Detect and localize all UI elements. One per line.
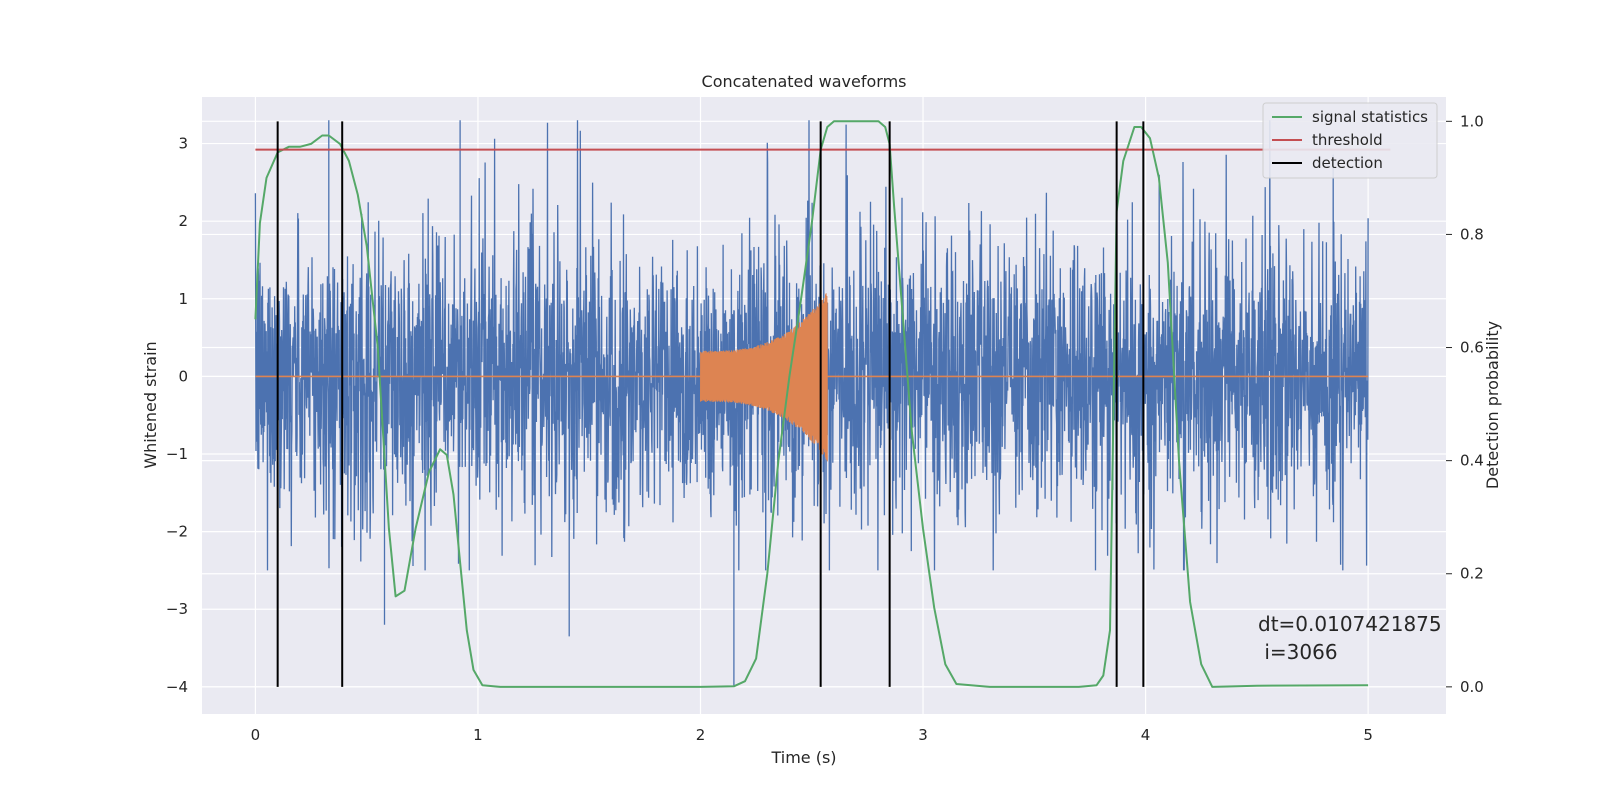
y-axis-label: Whitened strain [141,341,160,468]
y-tick-label: −1 [166,445,188,463]
y-tick-label: −4 [166,678,188,696]
injected-waveform-line [700,293,828,462]
y2-tick-label: 0.4 [1460,452,1484,470]
y2-tick-label: 0.6 [1460,339,1484,357]
x-tick-label: 5 [1363,726,1373,744]
chart-title: Concatenated waveforms [702,72,907,91]
x-tick-label: 1 [473,726,483,744]
y-tick-label: 1 [178,290,188,308]
legend-label-detection: detection [1312,154,1383,172]
y-tick-label: 3 [178,135,188,153]
signal-statistics-series [254,120,1369,688]
legend-label-threshold: threshold [1312,131,1383,149]
x-tick-label: 0 [251,726,261,744]
detection-lines [276,121,1145,687]
x-tick-label: 4 [1141,726,1151,744]
signal-statistics-line [254,120,1369,688]
axis-ticks: 0 1 2 3 4 5 −4 −3 −2 −1 0 1 2 3 0.0 0.2 0.4 0.6 0.8 1.0 [166,112,1484,744]
annotation-dt: dt=0.0107421875 [1258,612,1442,636]
y-tick-label: −2 [166,523,188,541]
y-tick-label: −3 [166,600,188,618]
legend: signal statistics threshold detection [1262,102,1438,179]
y-tick-label: 0 [178,367,188,385]
y2-tick-label: 0.2 [1460,565,1484,583]
legend-label-signal-statistics: signal statistics [1312,108,1428,126]
y2-tick-label: 1.0 [1460,112,1484,130]
y-tick-label: 2 [178,212,188,230]
y2-tick-label: 0.8 [1460,225,1484,243]
x-tick-label: 3 [918,726,928,744]
legend-box [1262,102,1438,179]
x-axis-label: Time (s) [770,748,836,767]
annotation-index: i=3066 [1258,640,1338,664]
x-tick-label: 2 [696,726,706,744]
injected-waveform-series [255,293,1369,462]
y2-tick-label: 0.0 [1460,678,1484,696]
y2-axis-label: Detection probability [1483,321,1502,489]
